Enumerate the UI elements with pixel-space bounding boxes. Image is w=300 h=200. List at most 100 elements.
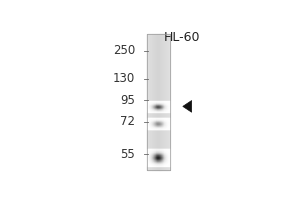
- Bar: [163, 151, 164, 152]
- Bar: [164, 161, 165, 162]
- Bar: [160, 127, 161, 128]
- Bar: [158, 154, 159, 155]
- Bar: [168, 102, 169, 103]
- Bar: [161, 101, 162, 102]
- Bar: [155, 162, 156, 163]
- Bar: [165, 154, 166, 155]
- Bar: [159, 151, 160, 152]
- Bar: [149, 105, 150, 106]
- Bar: [169, 162, 170, 163]
- Bar: [147, 149, 148, 150]
- Bar: [149, 106, 150, 107]
- Bar: [161, 106, 162, 107]
- Bar: [147, 101, 148, 102]
- Bar: [168, 126, 169, 127]
- Bar: [164, 101, 165, 102]
- Bar: [154, 153, 155, 154]
- Bar: [156, 155, 157, 156]
- Bar: [148, 34, 149, 170]
- Bar: [161, 165, 162, 166]
- Bar: [162, 125, 163, 126]
- Bar: [153, 164, 154, 165]
- Bar: [153, 103, 154, 104]
- Bar: [169, 156, 170, 157]
- Bar: [147, 103, 148, 104]
- Bar: [156, 120, 157, 121]
- Bar: [160, 125, 161, 126]
- Bar: [156, 165, 157, 166]
- Bar: [147, 160, 148, 161]
- Bar: [152, 154, 153, 155]
- Bar: [157, 155, 158, 156]
- Bar: [163, 111, 164, 112]
- Bar: [154, 151, 155, 152]
- Bar: [155, 127, 156, 128]
- Bar: [155, 120, 156, 121]
- Bar: [159, 110, 160, 111]
- Bar: [154, 122, 155, 123]
- Bar: [148, 107, 149, 108]
- Bar: [163, 105, 164, 106]
- Bar: [155, 109, 156, 110]
- Bar: [168, 119, 169, 120]
- Bar: [154, 124, 155, 125]
- Bar: [169, 126, 170, 127]
- Bar: [153, 161, 154, 162]
- Bar: [165, 104, 166, 105]
- Bar: [147, 158, 148, 159]
- Bar: [157, 156, 158, 157]
- Bar: [168, 149, 169, 150]
- Bar: [155, 160, 156, 161]
- Bar: [163, 155, 164, 156]
- Bar: [166, 154, 167, 155]
- Bar: [151, 154, 152, 155]
- Bar: [153, 152, 154, 153]
- Bar: [148, 156, 149, 157]
- Bar: [153, 154, 154, 155]
- Bar: [161, 120, 162, 121]
- Bar: [147, 108, 148, 109]
- Bar: [148, 150, 149, 151]
- Bar: [151, 158, 152, 159]
- Bar: [147, 110, 148, 111]
- Bar: [148, 120, 149, 121]
- Bar: [150, 163, 151, 164]
- Bar: [153, 158, 154, 159]
- Bar: [150, 121, 151, 122]
- Bar: [158, 34, 159, 170]
- Bar: [166, 127, 167, 128]
- Bar: [150, 109, 151, 110]
- Bar: [162, 124, 163, 125]
- Bar: [153, 155, 154, 156]
- Bar: [168, 157, 169, 158]
- Bar: [159, 104, 160, 105]
- Bar: [152, 152, 153, 153]
- Bar: [162, 162, 163, 163]
- Bar: [164, 127, 165, 128]
- Bar: [158, 152, 159, 153]
- Bar: [169, 106, 170, 107]
- Bar: [165, 157, 166, 158]
- Bar: [161, 119, 162, 120]
- Bar: [156, 149, 157, 150]
- Bar: [147, 118, 148, 119]
- Bar: [148, 149, 149, 150]
- Bar: [165, 164, 166, 165]
- Bar: [153, 107, 154, 108]
- Bar: [161, 122, 162, 123]
- Bar: [167, 127, 168, 128]
- Bar: [157, 34, 158, 170]
- Bar: [158, 108, 159, 109]
- Bar: [154, 155, 155, 156]
- Bar: [168, 128, 169, 129]
- Bar: [157, 161, 158, 162]
- Bar: [157, 126, 158, 127]
- Bar: [166, 163, 167, 164]
- Bar: [149, 104, 150, 105]
- Bar: [154, 159, 155, 160]
- Bar: [160, 119, 161, 120]
- Bar: [149, 159, 150, 160]
- Bar: [165, 155, 166, 156]
- Bar: [154, 149, 155, 150]
- Bar: [164, 107, 165, 108]
